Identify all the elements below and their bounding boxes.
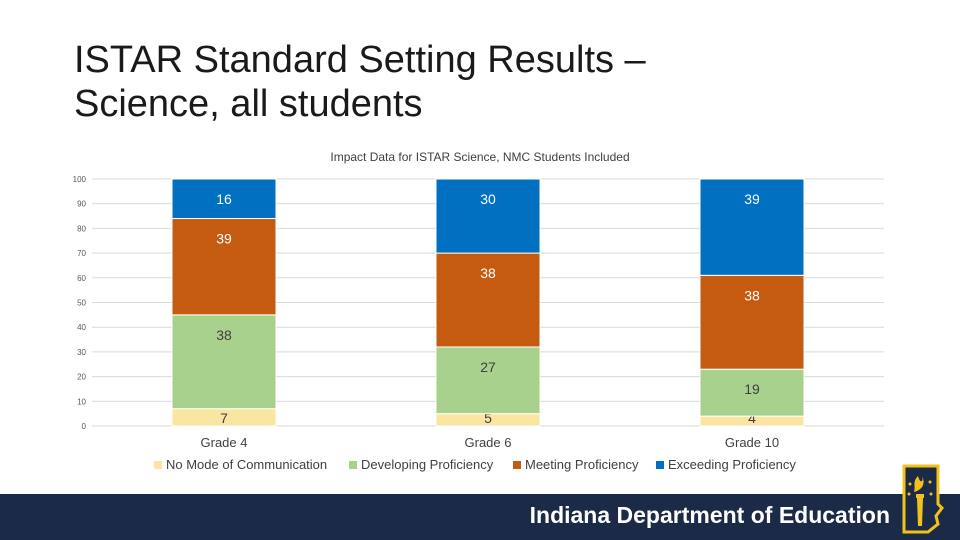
bar-segment	[171, 314, 277, 410]
legend-label: Exceeding Proficiency	[668, 457, 796, 472]
data-label: 38	[744, 287, 760, 303]
y-tick-label: 60	[77, 274, 86, 283]
y-tick-label: 90	[77, 200, 86, 209]
footer-org-name: Indiana Department of Education	[529, 502, 890, 528]
y-tick-label: 50	[77, 299, 86, 308]
slide-title: ISTAR Standard Setting Results – Science…	[74, 38, 834, 126]
chart-title: Impact Data for ISTAR Science, NMC Stude…	[330, 150, 629, 164]
data-label: 19	[744, 381, 760, 397]
chart-bars: 7 38 39 16 5 27 38 30 4 19 38 39	[171, 178, 805, 427]
y-tick-label: 20	[77, 373, 86, 382]
data-label: 39	[744, 191, 760, 207]
bar-segment	[171, 218, 277, 316]
legend-swatch	[656, 461, 664, 469]
y-axis: 0 10 20 30 40 50 60 70 80 90 100	[73, 175, 87, 431]
legend-label: No Mode of Communication	[166, 457, 327, 472]
chart-legend: No Mode of Communication Developing Profi…	[154, 457, 796, 472]
data-label: 38	[216, 327, 232, 343]
data-label: 39	[216, 231, 232, 247]
bar-segment	[699, 178, 805, 276]
y-tick-label: 100	[73, 175, 87, 184]
slide-title-line-1: ISTAR Standard Setting Results –	[74, 39, 646, 81]
x-axis: Grade 4 Grade 6 Grade 10	[201, 435, 780, 450]
y-tick-label: 70	[77, 249, 86, 258]
data-label: 30	[480, 191, 496, 207]
data-label: 7	[220, 410, 228, 426]
bar-segment	[435, 346, 541, 415]
y-tick-label: 0	[82, 422, 87, 431]
x-category-label: Grade 6	[465, 435, 512, 450]
slide-title-line-2: Science, all students	[74, 83, 423, 125]
x-category-label: Grade 10	[725, 435, 779, 450]
legend-label: Meeting Proficiency	[525, 457, 639, 472]
y-tick-label: 40	[77, 323, 86, 332]
stacked-bar-chart: Impact Data for ISTAR Science, NMC Stude…	[73, 150, 884, 472]
data-label: 16	[216, 191, 232, 207]
legend-swatch	[349, 461, 357, 469]
y-tick-label: 80	[77, 224, 86, 233]
y-tick-label: 30	[77, 348, 86, 357]
bar-segment	[435, 252, 541, 348]
y-tick-label: 10	[77, 397, 86, 406]
data-label: 4	[748, 410, 756, 426]
footer-bar: Indiana Department of Education	[0, 494, 960, 540]
bar-segment	[435, 178, 541, 254]
data-label: 27	[480, 359, 496, 375]
legend-swatch	[154, 461, 162, 469]
indiana-torch-logo-icon	[902, 464, 944, 534]
data-label: 38	[480, 265, 496, 281]
legend-swatch	[513, 461, 521, 469]
data-label: 5	[484, 410, 492, 426]
x-category-label: Grade 4	[201, 435, 248, 450]
bar-segment	[699, 274, 805, 370]
bar-segment	[171, 178, 277, 220]
legend-label: Developing Proficiency	[361, 457, 494, 472]
